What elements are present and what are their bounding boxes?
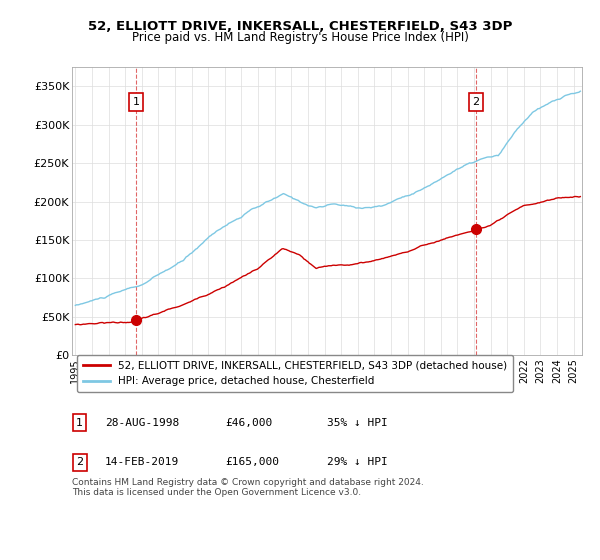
Text: 28-AUG-1998: 28-AUG-1998 [105,418,179,428]
Text: £165,000: £165,000 [225,457,279,467]
Text: £46,000: £46,000 [225,418,272,428]
Text: 35% ↓ HPI: 35% ↓ HPI [327,418,388,428]
Text: Price paid vs. HM Land Registry's House Price Index (HPI): Price paid vs. HM Land Registry's House … [131,31,469,44]
Legend: 52, ELLIOTT DRIVE, INKERSALL, CHESTERFIELD, S43 3DP (detached house), HPI: Avera: 52, ELLIOTT DRIVE, INKERSALL, CHESTERFIE… [77,354,513,393]
Text: 1: 1 [76,418,83,428]
Text: 29% ↓ HPI: 29% ↓ HPI [327,457,388,467]
Text: 2: 2 [472,97,479,107]
Text: 52, ELLIOTT DRIVE, INKERSALL, CHESTERFIELD, S43 3DP: 52, ELLIOTT DRIVE, INKERSALL, CHESTERFIE… [88,20,512,32]
Text: Contains HM Land Registry data © Crown copyright and database right 2024.
This d: Contains HM Land Registry data © Crown c… [72,478,424,497]
Text: 1: 1 [133,97,139,107]
Text: 2: 2 [76,457,83,467]
Text: 14-FEB-2019: 14-FEB-2019 [105,457,179,467]
